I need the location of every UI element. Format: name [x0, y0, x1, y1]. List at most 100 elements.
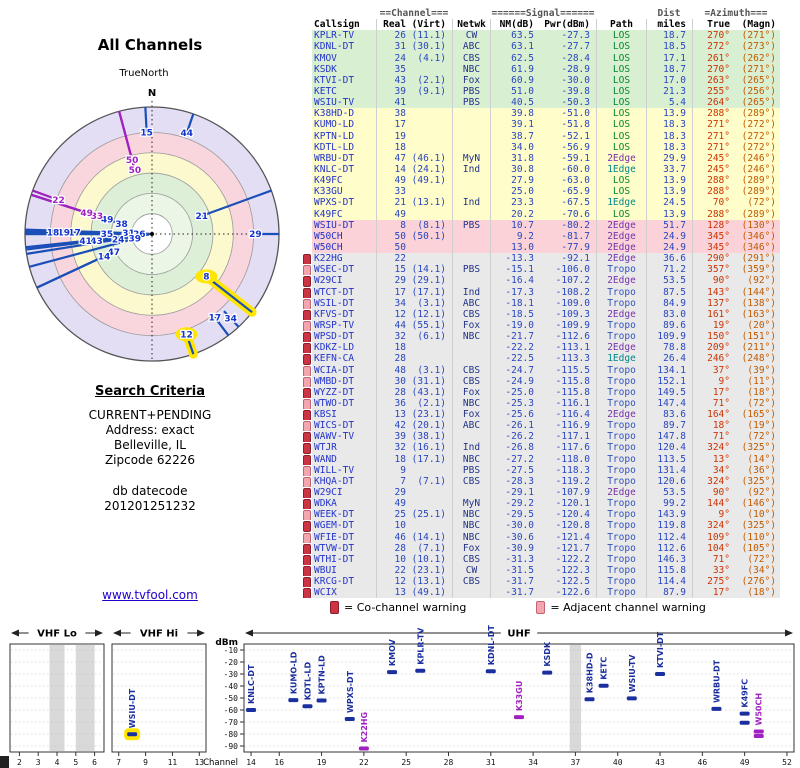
callsign-link[interactable]: W29CI: [312, 275, 376, 287]
callsign-link[interactable]: K33GU: [312, 186, 376, 198]
azimuth-magnetic: (39°): [730, 364, 780, 376]
callsign-link[interactable]: W29CI: [312, 487, 376, 499]
tvfool-link[interactable]: www.tvfool.com: [102, 588, 198, 602]
network: [452, 130, 490, 142]
callsign-link[interactable]: KRCG-DT: [312, 576, 376, 588]
callsign-link[interactable]: KFVS-DT: [312, 308, 376, 320]
channel-real: 10: [376, 553, 406, 566]
callsign-link[interactable]: WTJR: [312, 442, 376, 454]
callsign-link[interactable]: WSIU-DT: [312, 219, 376, 231]
callsign-link[interactable]: WBUI: [312, 565, 376, 577]
channel-virtual: [406, 141, 452, 153]
callsign-link[interactable]: WPSD-DT: [312, 331, 376, 343]
callsign-link[interactable]: WRBU-DT: [312, 152, 376, 164]
distance-miles: 17.1: [646, 52, 692, 64]
distance-miles: 17.0: [646, 74, 692, 86]
radar-spoke: [185, 113, 195, 134]
channel-real: 25: [376, 509, 406, 521]
network: CW: [452, 30, 490, 42]
power: -56.9: [538, 141, 596, 153]
callsign-link[interactable]: WYZZ-DT: [312, 386, 376, 398]
callsign-link[interactable]: KPLR-TV: [312, 30, 376, 42]
adjacent-channel-warning-marker: [302, 376, 312, 387]
callsign-link[interactable]: WEEK-DT: [312, 509, 376, 521]
callsign-link[interactable]: KBSI: [312, 409, 376, 421]
distance-miles: 5.4: [646, 97, 692, 109]
callsign-link[interactable]: W50CH: [312, 241, 376, 254]
spectrum-marker: [316, 698, 327, 703]
channel-virtual: (4.1): [406, 52, 452, 64]
azimuth-true: 290°: [692, 253, 730, 265]
callsign-link[interactable]: WAND: [312, 453, 376, 465]
table-row: WBUI 22 (23.1) CW -31.5 -122.3 Tropo 115.8 33° (3…: [302, 565, 780, 577]
callsign-link[interactable]: KDKZ-LD: [312, 342, 376, 354]
channel-real: 8: [376, 219, 406, 231]
noise-margin: 60.9: [490, 74, 538, 86]
callsign-link[interactable]: WGEM-DT: [312, 520, 376, 532]
callsign-link[interactable]: WILL-TV: [312, 464, 376, 476]
power: -63.0: [538, 175, 596, 187]
callsign-link[interactable]: WPXS-DT: [312, 197, 376, 209]
network: [452, 141, 490, 153]
callsign-link[interactable]: KEFN-CA: [312, 353, 376, 365]
signal-path: Tropo: [596, 475, 646, 488]
callsign-link[interactable]: WICS-DT: [312, 420, 376, 432]
callsign-link[interactable]: KNLC-DT: [312, 163, 376, 176]
callsign-link[interactable]: WFIE-DT: [312, 531, 376, 543]
callsign-link[interactable]: KHQA-DT: [312, 475, 376, 488]
callsign-link[interactable]: WMBD-DT: [312, 375, 376, 387]
callsign-link[interactable]: KETC: [312, 85, 376, 98]
power: -50.3: [538, 97, 596, 109]
channel-virtual: [406, 208, 452, 220]
power: -92.1: [538, 253, 596, 265]
callsign-link[interactable]: WCIX: [312, 587, 376, 599]
callsign-link[interactable]: K38HD-D: [312, 108, 376, 120]
callsign-link[interactable]: K22HG: [312, 253, 376, 265]
co-channel-warning-marker: [302, 431, 312, 443]
network: ABC: [452, 41, 490, 53]
x-tick-label: 49: [740, 758, 750, 767]
callsign-link[interactable]: WTCT-DT: [312, 286, 376, 298]
callsign-link[interactable]: K49FC: [312, 175, 376, 187]
callsign-link[interactable]: KSDK: [312, 63, 376, 75]
callsign-link[interactable]: KDNL-DT: [312, 41, 376, 53]
callsign-link[interactable]: WRSP-TV: [312, 319, 376, 332]
callsign-link[interactable]: WTWO-DT: [312, 397, 376, 410]
signal-path: Tropo: [596, 375, 646, 387]
callsign-link[interactable]: KMOV: [312, 52, 376, 64]
radar-channel-label: 19: [57, 228, 70, 238]
signal-path: LOS: [596, 30, 646, 42]
callsign-link[interactable]: KDTL-LD: [312, 141, 376, 153]
radar-channel-label: 29: [249, 230, 262, 240]
callsign-link[interactable]: WTVW-DT: [312, 542, 376, 554]
callsign-link[interactable]: WCIA-DT: [312, 364, 376, 376]
callsign-link[interactable]: KUMO-LD: [312, 119, 376, 131]
callsign-link[interactable]: WSEC-DT: [312, 264, 376, 276]
callsign-link[interactable]: K49FC: [312, 208, 376, 220]
col-header-pwr: Pwr(dBm): [544, 19, 590, 31]
callsign-link[interactable]: WAWV-TV: [312, 431, 376, 443]
distance-miles: 152.1: [646, 375, 692, 387]
co-channel-warning-icon: [303, 577, 311, 588]
callsign-link[interactable]: WDKA: [312, 498, 376, 510]
distance-miles: 24.5: [646, 197, 692, 209]
callsign-link[interactable]: KPTN-LD: [312, 130, 376, 142]
signal-path: Tropo: [596, 319, 646, 332]
adjacent-channel-warning-marker: [302, 532, 312, 543]
power: -27.7: [538, 41, 596, 53]
azimuth-true: 275°: [692, 576, 730, 588]
network: [452, 186, 490, 198]
spectrum-marker: [246, 708, 257, 712]
callsign-link[interactable]: WSIL-DT: [312, 297, 376, 309]
callsign-link[interactable]: W50CH: [312, 230, 376, 242]
callsign-link[interactable]: WTHI-DT: [312, 553, 376, 566]
warning-marker-empty: [302, 53, 312, 64]
power: -67.5: [538, 197, 596, 209]
azimuth-true: 270°: [692, 30, 730, 42]
callsign-link[interactable]: KTVI-DT: [312, 74, 376, 86]
channel-virtual: [406, 498, 452, 510]
power: -121.7: [538, 542, 596, 554]
callsign-link[interactable]: WSIU-TV: [312, 97, 376, 109]
band-label: VHF Hi: [140, 629, 178, 640]
